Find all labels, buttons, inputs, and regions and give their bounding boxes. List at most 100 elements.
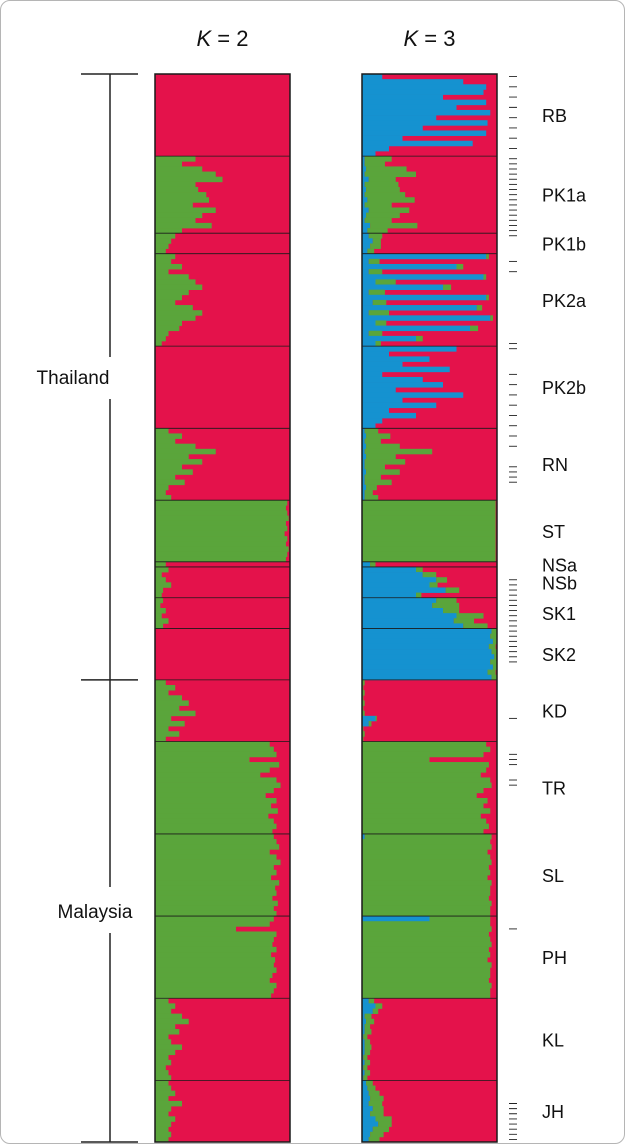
bar-k3-green: [364, 181, 399, 188]
bar-k3-blue: [362, 387, 396, 393]
population-label-kl: KL: [542, 1030, 564, 1050]
bar-k3-blue: [362, 1121, 379, 1127]
bar-k2-green: [155, 228, 182, 234]
bar-k3-green: [456, 263, 464, 270]
bar-k3-blue: [362, 382, 443, 388]
bar-k2-green: [155, 905, 274, 912]
bar-k3-green: [364, 1059, 371, 1066]
bar-k3-blue: [362, 361, 403, 368]
bar-k2-green: [155, 551, 288, 558]
bar-k2-green: [155, 1080, 169, 1086]
bar-k3-blue: [362, 94, 443, 101]
bar-k2-green: [155, 289, 189, 296]
bar-k2-green: [155, 890, 277, 896]
bar-k3-blue: [362, 217, 365, 224]
bar-k2-green: [155, 541, 286, 547]
bar-k2-green: [155, 726, 169, 732]
bar-k2-green: [155, 428, 169, 434]
bar-k3-green: [375, 715, 377, 722]
bar-k2-green: [155, 192, 207, 198]
bar-k3-green: [362, 962, 492, 968]
bar-k3-green: [370, 222, 418, 229]
bar-k3-green: [364, 1039, 371, 1045]
bar-k3-blue: [362, 135, 403, 142]
bar-k3-green: [362, 859, 492, 866]
bar-k3-blue: [362, 171, 365, 178]
bar-k2-green: [155, 1018, 189, 1025]
bar-k2-green: [155, 952, 272, 958]
bar-k3-green: [362, 536, 496, 542]
bar-k3-green: [362, 957, 488, 963]
bar-k3-blue: [362, 104, 457, 111]
bar-k2-green: [155, 710, 196, 717]
bar-k2-green: [155, 859, 281, 866]
bar-k3-blue: [362, 577, 437, 583]
population-label-sl: SL: [542, 866, 564, 886]
bar-k3-blue: [362, 1116, 376, 1122]
bar-k3-green: [362, 741, 487, 747]
bar-k3-blue: [362, 638, 493, 645]
bar-k3-green: [362, 505, 496, 511]
bar-k2-green: [155, 1049, 176, 1056]
bar-k2-green: [155, 602, 161, 609]
bar-k3-green: [362, 972, 491, 979]
bar-k3-blue: [362, 418, 383, 424]
bar-k3-blue: [362, 459, 365, 465]
bar-k2-green: [155, 1116, 176, 1122]
bar-k3-green: [362, 885, 491, 891]
bar-k2-green: [155, 448, 216, 455]
bar-k3-green: [375, 1116, 392, 1122]
bar-k2-green: [155, 269, 169, 275]
bar-k3-green: [364, 464, 385, 470]
bar-k3-blue: [362, 1136, 369, 1143]
bar-k3-blue: [362, 305, 477, 311]
bar-k2-green: [155, 315, 196, 321]
bar-k3-green: [362, 515, 496, 522]
bar-k2-green: [155, 1111, 169, 1117]
bar-k2-green: [155, 556, 286, 563]
bar-k3-green: [366, 166, 407, 172]
population-label-nsb: NSb: [542, 573, 577, 593]
bar-k3-green: [362, 875, 488, 881]
bar-k3-blue: [362, 654, 495, 660]
bar-k2-green: [155, 525, 288, 532]
bar-k2-green: [155, 1013, 182, 1020]
bar-k3-blue: [362, 1003, 376, 1009]
bar-k3-green: [372, 238, 381, 244]
bar-k2-green: [155, 1100, 182, 1107]
bar-k2-green: [155, 176, 223, 183]
bar-k3-blue: [362, 120, 488, 126]
bar-k3-green: [364, 1044, 372, 1050]
bar-k3-green: [362, 777, 491, 783]
bar-k2-green: [155, 685, 176, 691]
bar-k3-green: [362, 797, 488, 804]
bar-k2-green: [155, 469, 193, 475]
bar-k3-blue: [362, 89, 484, 95]
bar-k3-blue: [362, 346, 457, 352]
bar-k3-blue: [362, 289, 369, 296]
bar-k2-green: [155, 279, 196, 285]
bar-k3-green: [362, 751, 484, 758]
bar-k3-blue: [362, 1008, 373, 1014]
bar-k3-blue: [362, 402, 437, 409]
bar-k3-green: [362, 900, 492, 907]
bar-k2-green: [155, 813, 269, 819]
population-label-sk1: SK1: [542, 604, 576, 624]
bar-k3-blue: [362, 664, 493, 670]
bar-k3-green: [362, 530, 496, 537]
bar-k3-green: [364, 495, 379, 501]
bar-k2-green: [155, 1034, 169, 1040]
bar-k3-blue: [362, 233, 369, 239]
bar-k3-blue: [362, 156, 365, 162]
bar-k2-green: [155, 1121, 172, 1127]
bar-k3-green: [463, 623, 488, 629]
bar-k2-green: [155, 715, 172, 722]
bar-k3-blue: [362, 299, 373, 306]
bar-k3-green: [443, 284, 452, 291]
bar-k3-green: [362, 931, 489, 937]
bar-k3-blue: [362, 222, 371, 229]
bar-k2-green: [155, 782, 281, 789]
bar-k3-blue: [362, 1049, 365, 1056]
bar-k2-green: [155, 166, 203, 172]
bar-k3-green: [362, 756, 430, 763]
